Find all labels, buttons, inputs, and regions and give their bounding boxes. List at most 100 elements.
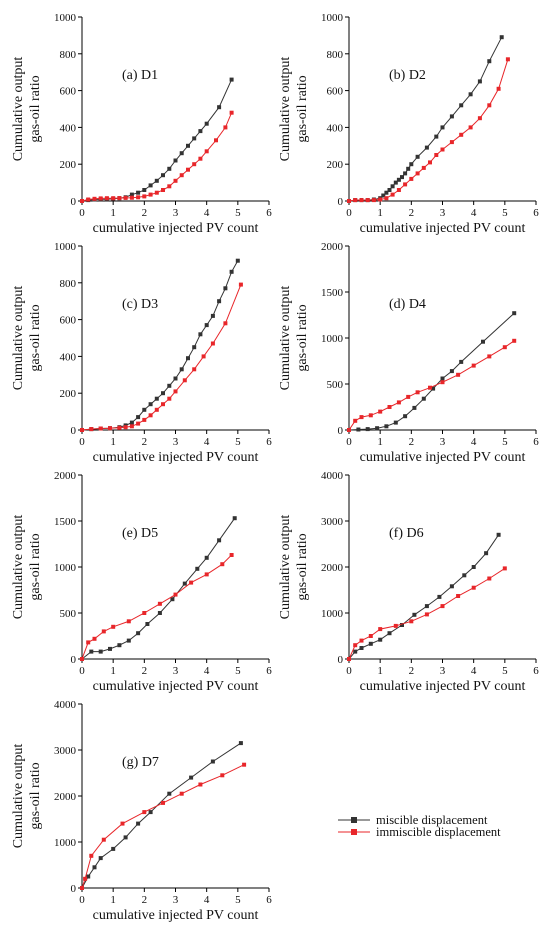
panel-label: (c) D3: [122, 297, 158, 312]
x-tick-label: 1: [377, 436, 383, 448]
y-axis-title: gas-oil ratio: [28, 762, 43, 829]
data-point-miscible: [198, 332, 203, 337]
data-point-miscible: [496, 532, 501, 537]
data-point-miscible: [98, 649, 103, 654]
legend: miscible displacement immiscible displac…: [338, 813, 501, 839]
y-tick-label: 1000: [321, 333, 344, 345]
data-point-miscible: [204, 121, 209, 126]
y-tick-label: 800: [60, 49, 77, 61]
x-tick-label: 0: [346, 665, 352, 677]
data-point-immiscible: [223, 125, 228, 130]
x-tick-label: 6: [266, 894, 272, 906]
y-tick-label: 400: [60, 351, 77, 363]
panel-label: (d) D4: [389, 297, 426, 312]
data-point-immiscible: [92, 636, 97, 641]
x-tick-label: 6: [533, 436, 539, 448]
data-point-miscible: [198, 129, 203, 134]
data-point-miscible: [400, 175, 404, 180]
data-point-immiscible: [347, 199, 351, 203]
data-point-immiscible: [424, 612, 429, 617]
data-point-immiscible: [238, 282, 243, 287]
x-tick-label: 2: [142, 436, 148, 448]
data-point-immiscible: [136, 421, 141, 426]
data-point-immiscible: [353, 198, 358, 203]
y-tick-label: 1000: [321, 608, 344, 620]
data-point-miscible: [157, 611, 162, 615]
data-point-miscible: [396, 177, 401, 182]
data-point-miscible: [195, 566, 200, 571]
data-point-miscible: [462, 573, 467, 578]
data-point-miscible: [238, 741, 243, 746]
data-point-immiscible: [396, 188, 401, 192]
data-point-miscible: [173, 158, 178, 163]
data-point-immiscible: [415, 171, 420, 176]
x-axis-title: cumulative injected PV count: [360, 450, 526, 465]
y-tick-label: 0: [338, 654, 344, 666]
data-point-immiscible: [98, 196, 103, 201]
data-point-miscible: [182, 581, 187, 586]
data-point-miscible: [387, 631, 392, 636]
data-point-miscible: [406, 166, 411, 171]
data-point-immiscible: [393, 623, 398, 628]
x-tick-label: 2: [142, 665, 148, 677]
data-point-immiscible: [456, 594, 461, 598]
data-point-miscible: [142, 407, 147, 412]
data-point-miscible: [189, 775, 194, 780]
x-tick-label: 3: [173, 207, 179, 219]
data-point-miscible: [365, 427, 370, 432]
data-point-miscible: [223, 286, 228, 291]
data-point-immiscible: [161, 800, 165, 805]
data-point-immiscible: [421, 165, 426, 170]
y-tick-label: 200: [60, 159, 77, 171]
data-point-miscible: [440, 125, 445, 130]
data-point-immiscible: [179, 173, 184, 178]
x-tick-label: 3: [440, 207, 446, 219]
data-point-miscible: [403, 414, 408, 419]
data-point-miscible: [217, 299, 222, 304]
panel-label: (g) D7: [122, 755, 159, 770]
y-tick-label: 4000: [54, 699, 77, 711]
data-point-immiscible: [353, 418, 358, 423]
data-point-immiscible: [192, 162, 197, 167]
data-point-immiscible: [406, 394, 411, 399]
data-point-immiscible: [179, 791, 184, 796]
x-tick-label: 2: [409, 436, 415, 448]
data-point-miscible: [235, 258, 240, 263]
x-tick-label: 3: [440, 665, 446, 677]
data-point-immiscible: [123, 425, 128, 430]
x-tick-label: 4: [204, 436, 210, 448]
y-tick-label: 1000: [54, 562, 77, 574]
x-axis-title: cumulative injected PV count: [93, 221, 259, 236]
data-point-miscible: [384, 190, 389, 195]
data-point-miscible: [145, 622, 150, 626]
y-tick-label: 0: [71, 654, 77, 666]
y-tick-label: 800: [60, 278, 77, 290]
data-point-immiscible: [148, 192, 153, 197]
legend-label-immiscible: immiscible displacement: [376, 825, 501, 839]
data-point-miscible: [129, 192, 134, 197]
x-tick-label: 6: [266, 436, 272, 448]
y-tick-label: 200: [327, 159, 344, 171]
data-point-immiscible: [142, 810, 147, 815]
data-point-immiscible: [229, 110, 234, 115]
x-axis-title: cumulative injected PV count: [93, 450, 259, 465]
data-point-immiscible: [161, 188, 165, 192]
data-point-immiscible: [214, 138, 218, 143]
y-tick-label: 600: [327, 86, 344, 98]
data-point-immiscible: [428, 385, 432, 390]
data-point-immiscible: [142, 417, 147, 422]
data-point-immiscible: [359, 638, 364, 643]
data-point-immiscible: [371, 198, 376, 203]
data-point-immiscible: [223, 321, 228, 326]
data-point-miscible: [210, 759, 215, 764]
data-point-immiscible: [378, 197, 383, 202]
y-tick-label: 0: [338, 196, 344, 208]
data-point-immiscible: [161, 402, 165, 407]
data-point-miscible: [449, 114, 454, 119]
y-tick-label: 1000: [54, 241, 77, 253]
x-tick-label: 3: [173, 665, 179, 677]
data-point-immiscible: [129, 424, 134, 429]
x-tick-label: 1: [110, 436, 116, 448]
data-point-miscible: [381, 193, 386, 198]
